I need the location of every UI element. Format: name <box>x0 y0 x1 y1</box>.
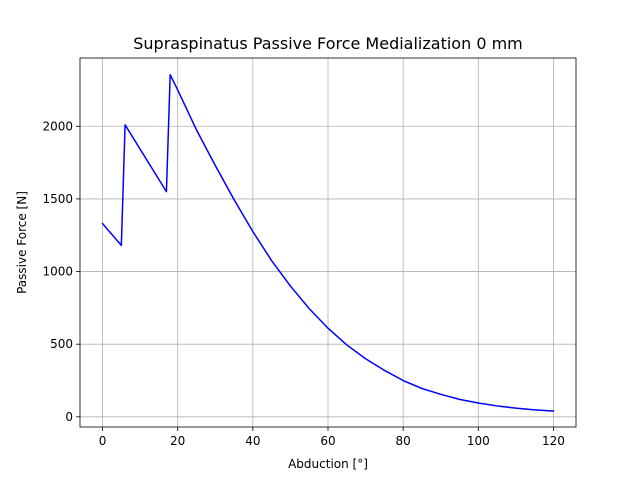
x-axis-label: Abduction [°] <box>288 457 368 471</box>
series-line <box>101 73 555 412</box>
y-tick-label: 0 <box>65 410 73 424</box>
y-tick-label: 2000 <box>42 119 73 133</box>
x-axis: 0 20 40 60 80 100 120 <box>99 427 565 448</box>
x-tick-label: 40 <box>245 434 260 448</box>
y-axis: 0 500 1000 1500 2000 <box>42 119 80 424</box>
x-tick-label: 0 <box>99 434 107 448</box>
series-layer <box>101 73 555 412</box>
y-axis-label: Passive Force [N] <box>15 191 29 294</box>
x-tick-label: 20 <box>170 434 185 448</box>
chart-title: Supraspinatus Passive Force Medializatio… <box>133 34 523 53</box>
x-tick-label: 80 <box>396 434 411 448</box>
y-tick-label: 1000 <box>42 265 73 279</box>
y-tick-label: 500 <box>50 337 73 351</box>
x-tick-label: 120 <box>542 434 565 448</box>
grid <box>80 58 576 427</box>
y-tick-label: 1500 <box>42 192 73 206</box>
x-tick-label: 100 <box>467 434 490 448</box>
x-tick-label: 60 <box>320 434 335 448</box>
